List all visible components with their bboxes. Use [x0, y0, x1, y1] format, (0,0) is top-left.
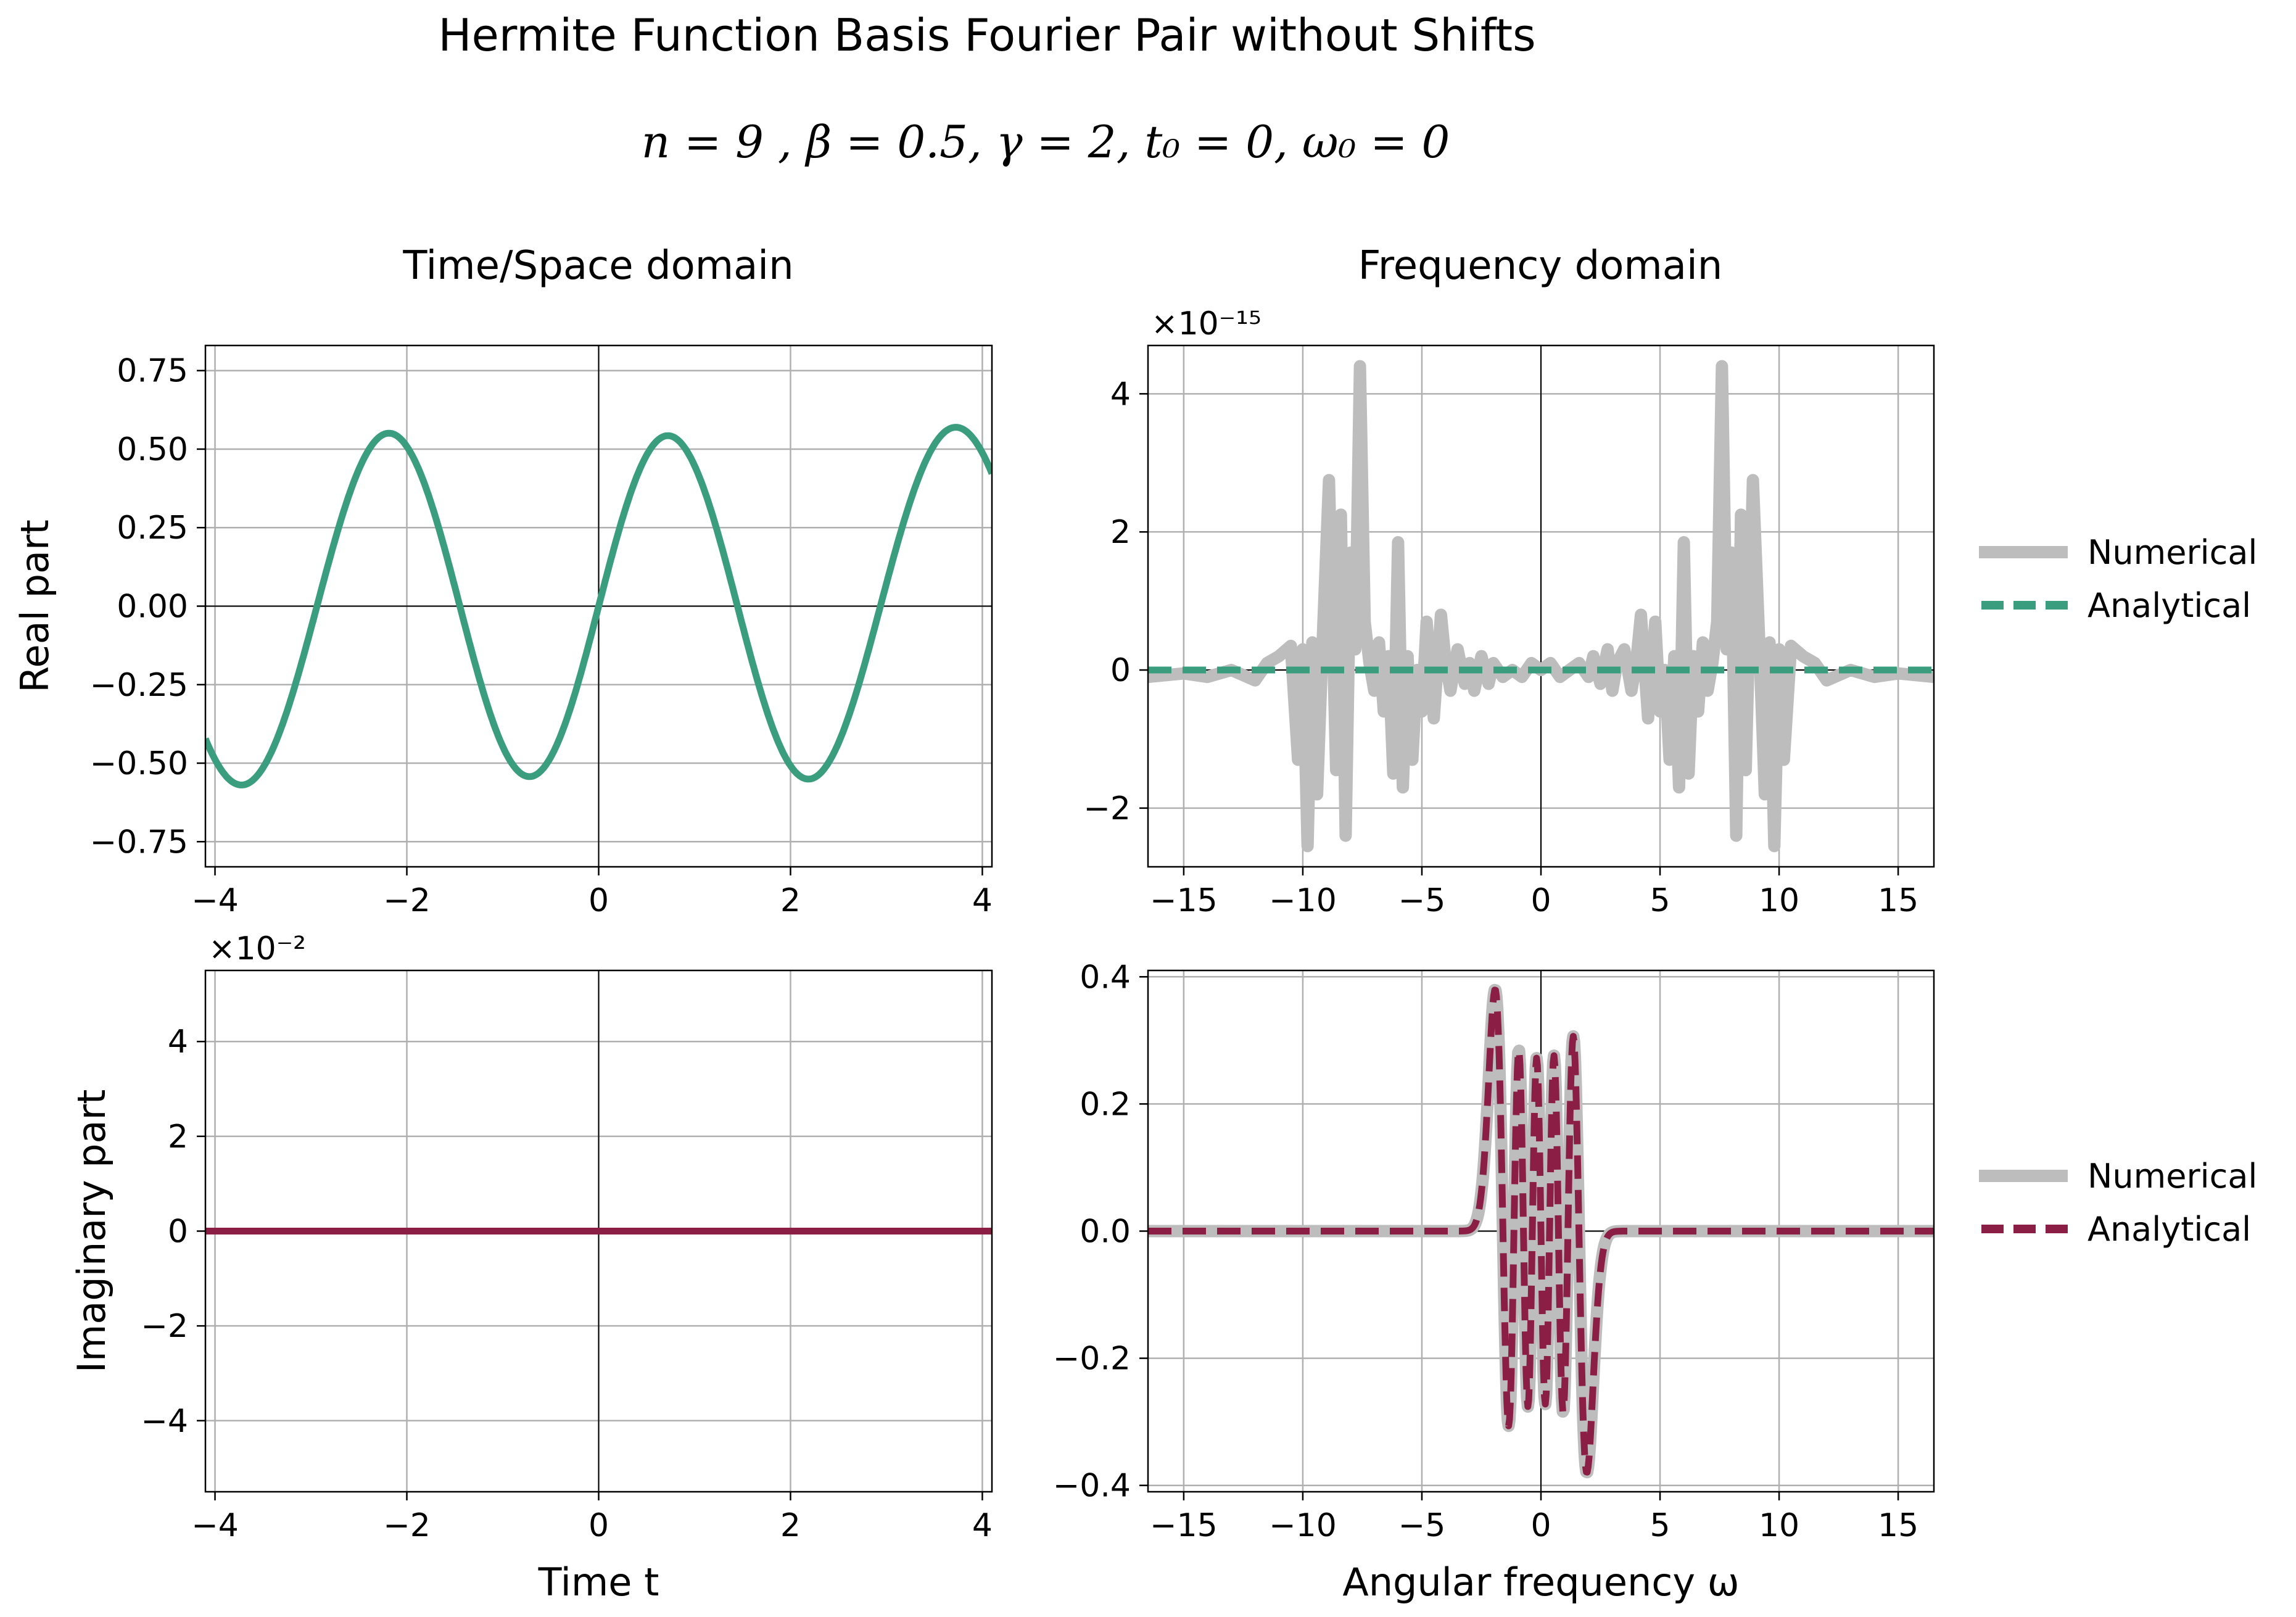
figure-title: Hermite Function Basis Fourier Pair with… — [438, 9, 1535, 61]
x-tick-label: 0 — [588, 882, 609, 919]
x-tick-label: 0 — [588, 1507, 609, 1544]
panel-time-real: −4 −2 0 2 4 −0.75 −0.50 −0.25 0.00 0.25 0.50 0.75 Re… — [12, 344, 993, 919]
y-tick-label: −2 — [1083, 790, 1131, 827]
y-tick-label: 0.2 — [1080, 1086, 1131, 1123]
series-line-curve — [205, 424, 992, 788]
series-line-analytical — [1148, 986, 1934, 1476]
x-tick-label: −10 — [1269, 882, 1337, 919]
y-tick-label: 0.75 — [117, 353, 188, 390]
x-tick-label: −5 — [1398, 882, 1446, 919]
x-tick-label: 0 — [1530, 1507, 1551, 1544]
x-tick-label: 4 — [972, 1507, 993, 1544]
y-tick-label: −0.25 — [90, 667, 188, 704]
x-tick-label: −15 — [1150, 882, 1218, 919]
y-tick-label: 0.50 — [117, 431, 188, 468]
x-tick-label: −15 — [1150, 1507, 1218, 1544]
x-tick-label: −4 — [191, 1507, 239, 1544]
y-tick-label: 2 — [1110, 514, 1131, 551]
x-tick-label: 10 — [1759, 882, 1799, 919]
column-title-time: Time/Space domain — [402, 243, 793, 289]
column-title-frequency: Frequency domain — [1358, 243, 1723, 289]
y-tick-label: 4 — [1110, 376, 1131, 413]
series-group — [1148, 360, 1934, 853]
legend-frequency-imaginary: Numerical Analytical — [1979, 1157, 2257, 1249]
x-tick-label: −2 — [383, 882, 431, 919]
x-tick-label: −2 — [383, 1507, 431, 1544]
y-tick-label: 0.4 — [1080, 959, 1131, 996]
y-tick-label: 0 — [168, 1214, 188, 1251]
y-tick-label: −2 — [141, 1308, 188, 1345]
x-tick-label: 15 — [1878, 1507, 1918, 1544]
y-tick-label: 0.25 — [117, 510, 188, 547]
y-tick-label: 0.0 — [1080, 1214, 1131, 1251]
y-tick-label: 0 — [1110, 652, 1131, 689]
x-tick-label: 10 — [1759, 1507, 1799, 1544]
x-tick-label: −5 — [1398, 1507, 1446, 1544]
x-tick-label: 2 — [780, 882, 801, 919]
y-axis-label: Imaginary part — [69, 1090, 114, 1373]
y-tick-label: −0.2 — [1053, 1341, 1131, 1378]
x-tick-label: −10 — [1269, 1507, 1337, 1544]
y-axis-label: Real part — [12, 519, 57, 693]
legend-analytical-label: Analytical — [2087, 586, 2251, 625]
y-tick-label: −0.4 — [1053, 1468, 1131, 1505]
axis-offset-text: ×10⁻² — [209, 930, 306, 967]
x-tick-label: 5 — [1650, 882, 1670, 919]
x-axis-label: Angular frequency ω — [1342, 1560, 1739, 1605]
x-tick-label: −4 — [191, 882, 239, 919]
x-axis-label: Time t — [538, 1560, 659, 1605]
y-tick-label: −4 — [141, 1403, 188, 1440]
axis-offset-text: ×10⁻¹⁵ — [1151, 305, 1262, 342]
series-group — [1148, 983, 1934, 1479]
x-tick-label: 2 — [780, 1507, 801, 1544]
legend-frequency-real: Numerical Analytical — [1979, 533, 2257, 625]
legend-analytical-label: Analytical — [2087, 1210, 2251, 1249]
panel-frequency-imaginary: −15 −10 −5 0 5 10 15 −0.4 −0.2 0.0 0.2 0.4 Angular f… — [1053, 959, 1935, 1605]
x-tick-label: 4 — [972, 882, 993, 919]
y-tick-label: 2 — [168, 1119, 188, 1156]
series-group — [205, 424, 992, 788]
panel-frequency-real: −15 −10 −5 0 5 10 15 −2 0 2 4 ×10⁻¹⁵ — [1083, 305, 1935, 919]
x-tick-label: 0 — [1530, 882, 1551, 919]
y-tick-label: 0.00 — [117, 589, 188, 626]
legend-numerical-label: Numerical — [2087, 1157, 2257, 1196]
legend-numerical-label: Numerical — [2087, 533, 2257, 572]
y-tick-label: −0.50 — [90, 745, 188, 782]
x-tick-label: 5 — [1650, 1507, 1670, 1544]
figure-params: n = 9 , β = 0.5, γ = 2, t₀ = 0, ω₀ = 0 — [642, 116, 1450, 168]
panel-time-imaginary: −4 −2 0 2 4 −4 −2 0 2 4 ×10⁻² Imaginary part Time t — [69, 930, 993, 1605]
y-tick-label: −0.75 — [90, 824, 188, 861]
x-tick-label: 15 — [1878, 882, 1918, 919]
y-tick-label: 4 — [168, 1024, 188, 1061]
